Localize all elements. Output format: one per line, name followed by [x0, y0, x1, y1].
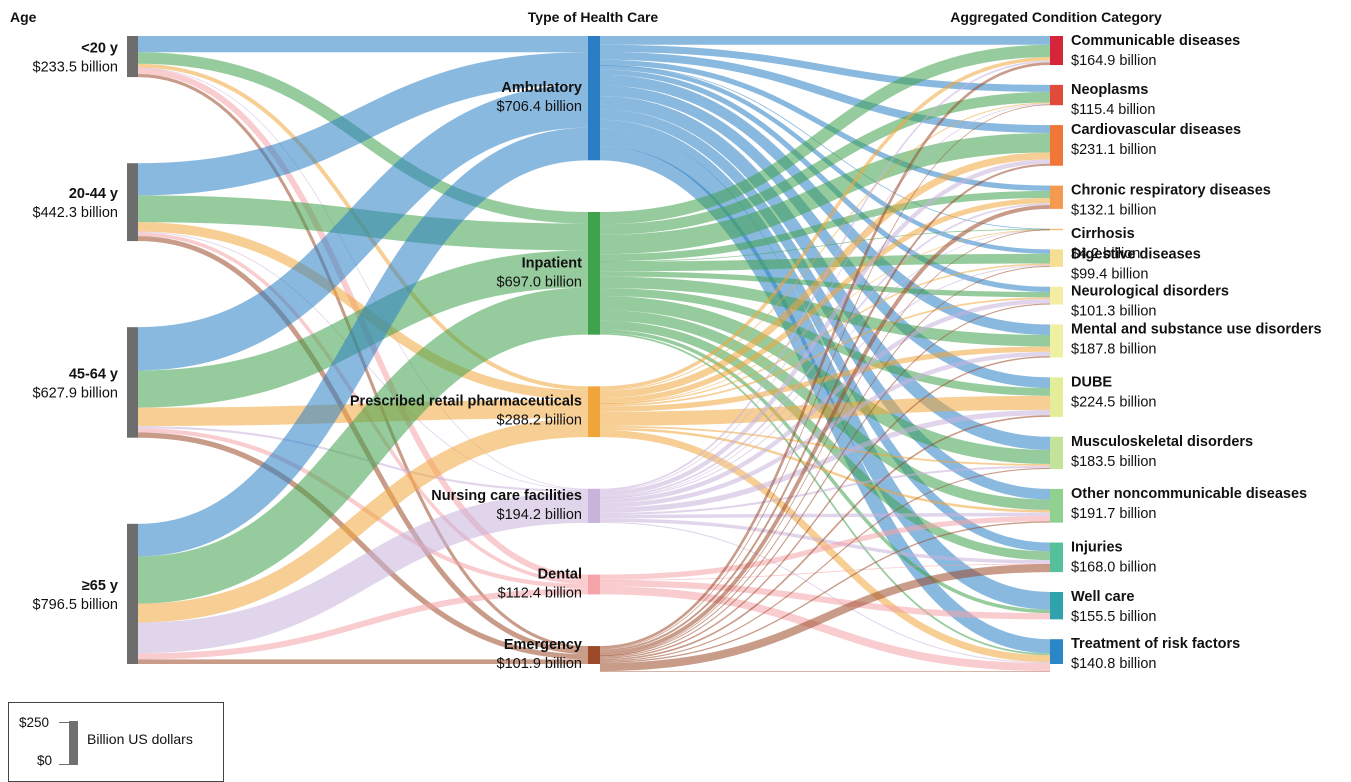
node-other-noncommunicable-diseases — [1050, 489, 1063, 523]
condition-header: Aggregated Condition Category — [950, 9, 1162, 25]
condition-label-musculoskeletal-disorders: Musculoskeletal disorders — [1071, 434, 1253, 450]
age-value-20-44-y: $442.3 billion — [33, 205, 118, 221]
link-nursing-care-facilities-to-other-noncommunicable-diseases — [600, 514, 1050, 516]
type-label-emergency: Emergency — [504, 637, 582, 653]
age-label-45-64-y: 45-64 y — [69, 366, 118, 382]
node-neoplasms — [1050, 85, 1063, 105]
age-label-65-y: ≥65 y — [82, 578, 118, 594]
condition-label-treatment-of-risk-factors: Treatment of risk factors — [1071, 636, 1240, 652]
condition-label-neoplasms: Neoplasms — [1071, 82, 1148, 98]
condition-label-communicable-diseases: Communicable diseases — [1071, 33, 1240, 49]
condition-label-neurological-disorders: Neurological disorders — [1071, 284, 1229, 300]
age-value-20-y: $233.5 billion — [33, 60, 118, 76]
condition-value-dube: $224.5 billion — [1071, 394, 1156, 410]
type-label-nursing-care-facilities: Nursing care facilities — [431, 488, 582, 504]
condition-label-dube: DUBE — [1071, 374, 1112, 390]
node-musculoskeletal-disorders — [1050, 437, 1063, 469]
node-inpatient — [588, 212, 600, 335]
legend-scale-bar — [69, 721, 78, 765]
condition-label-mental-and-substance-use-disorders: Mental and substance use disorders — [1071, 321, 1322, 337]
legend-units: Billion US dollars — [87, 731, 193, 747]
condition-value-injuries: $168.0 billion — [1071, 560, 1156, 576]
node-dube — [1050, 377, 1063, 417]
node-mental-and-substance-use-disorders — [1050, 324, 1063, 357]
condition-value-other-noncommunicable-diseases: $191.7 billion — [1071, 506, 1156, 522]
type-header: Type of Health Care — [528, 9, 659, 25]
type-value-prescribed-retail-pharmaceuticals: $288.2 billion — [497, 413, 582, 429]
node-emergency — [588, 646, 600, 664]
condition-value-treatment-of-risk-factors: $140.8 billion — [1071, 656, 1156, 672]
node-communicable-diseases — [1050, 36, 1063, 65]
condition-value-musculoskeletal-disorders: $183.5 billion — [1071, 454, 1156, 470]
type-value-emergency: $101.9 billion — [497, 656, 582, 672]
condition-value-neurological-disorders: $101.3 billion — [1071, 304, 1156, 320]
node-65-y — [127, 524, 138, 664]
condition-label-well-care: Well care — [1071, 589, 1134, 605]
condition-value-mental-and-substance-use-disorders: $187.8 billion — [1071, 341, 1156, 357]
condition-label-cirrhosis: Cirrhosis — [1071, 226, 1135, 242]
node-neurological-disorders — [1050, 287, 1063, 305]
age-value-65-y: $796.5 billion — [33, 597, 118, 613]
node-treatment-of-risk-factors — [1050, 639, 1063, 664]
condition-label-injuries: Injuries — [1071, 540, 1123, 556]
condition-value-chronic-respiratory-diseases: $132.1 billion — [1071, 203, 1156, 219]
type-value-ambulatory: $706.4 billion — [497, 99, 582, 115]
condition-value-communicable-diseases: $164.9 billion — [1071, 53, 1156, 69]
type-value-nursing-care-facilities: $194.2 billion — [497, 507, 582, 523]
node-chronic-respiratory-diseases — [1050, 186, 1063, 209]
type-label-inpatient: Inpatient — [522, 255, 583, 271]
node-digestive-diseases — [1050, 249, 1063, 266]
type-value-inpatient: $697.0 billion — [497, 274, 582, 290]
condition-label-other-noncommunicable-diseases: Other noncommunicable diseases — [1071, 486, 1307, 502]
sankey-diagram: Age Type of Health Care Aggregated Condi… — [0, 0, 1351, 700]
condition-value-neoplasms: $115.4 billion — [1071, 102, 1155, 118]
condition-label-chronic-respiratory-diseases: Chronic respiratory diseases — [1071, 183, 1271, 199]
type-value-dental: $112.4 billion — [498, 585, 582, 601]
type-label-dental: Dental — [538, 566, 582, 582]
age-label-20-y: <20 y — [81, 41, 118, 57]
condition-value-cardiovascular-diseases: $231.1 billion — [1071, 142, 1156, 158]
node-20-44-y — [127, 163, 138, 241]
node-cirrhosis — [1050, 229, 1063, 231]
legend-bottom-value: $0 — [37, 753, 52, 768]
type-label-ambulatory: Ambulatory — [501, 80, 582, 96]
node-injuries — [1050, 543, 1063, 573]
node-dental — [588, 575, 600, 595]
condition-label-digestive-diseases: Digestive diseases — [1071, 246, 1201, 262]
legend-top-value: $250 — [19, 715, 49, 730]
age-header: Age — [10, 9, 37, 25]
condition-value-digestive-diseases: $99.4 billion — [1071, 266, 1148, 282]
node-well-care — [1050, 592, 1063, 619]
node-20-y — [127, 36, 138, 77]
age-value-45-64-y: $627.9 billion — [33, 385, 118, 401]
link-inpatient-to-digestive-diseases — [600, 259, 1050, 267]
condition-label-cardiovascular-diseases: Cardiovascular diseases — [1071, 122, 1241, 138]
node-nursing-care-facilities — [588, 489, 600, 523]
type-label-prescribed-retail-pharmaceuticals: Prescribed retail pharmaceuticals — [350, 394, 582, 410]
node-prescribed-retail-pharmaceuticals — [588, 386, 600, 437]
node-45-64-y — [127, 327, 138, 438]
node-ambulatory — [588, 36, 600, 160]
scale-legend: $250 $0 Billion US dollars — [8, 702, 224, 782]
node-cardiovascular-diseases — [1050, 125, 1063, 166]
condition-value-well-care: $155.5 billion — [1071, 609, 1156, 625]
age-label-20-44-y: 20-44 y — [69, 186, 118, 202]
legend-bottom-tick — [59, 764, 71, 765]
